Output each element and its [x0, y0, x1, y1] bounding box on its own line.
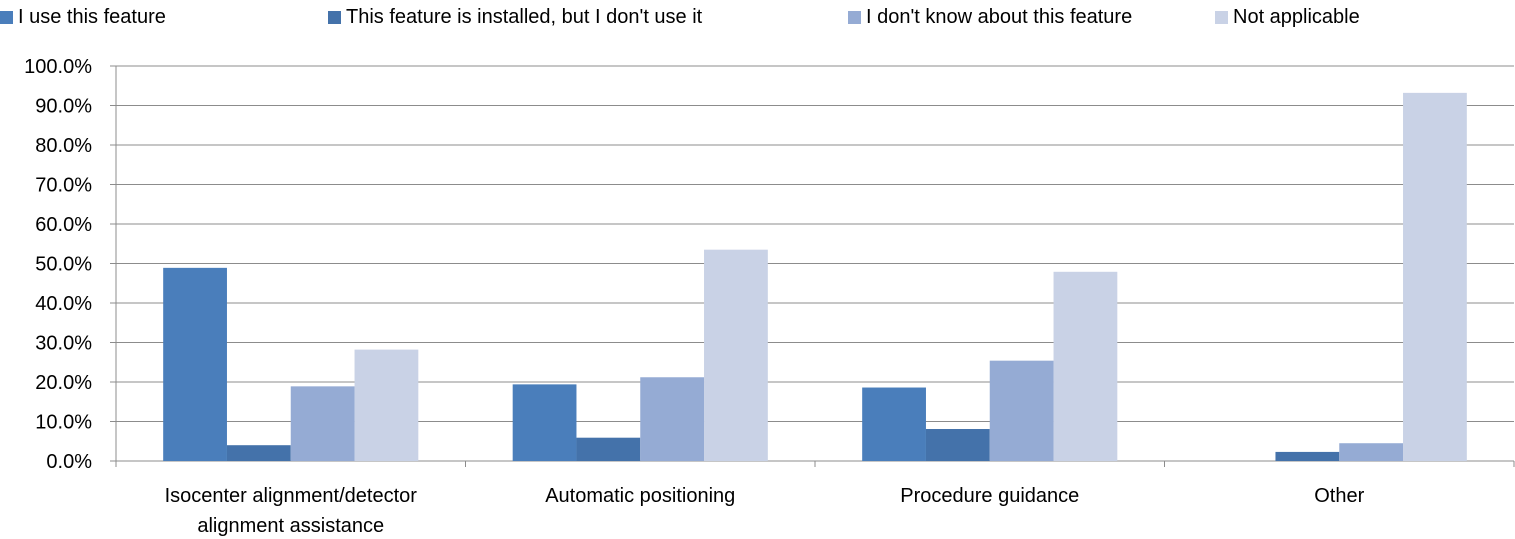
bar — [640, 377, 705, 461]
bar — [226, 445, 291, 461]
y-tick-label: 0.0% — [46, 451, 92, 473]
y-tick-label: 80.0% — [35, 135, 92, 157]
y-tick-label: 50.0% — [35, 254, 92, 276]
legend-swatch — [1215, 11, 1228, 24]
x-category-label: Automatic positioning — [545, 485, 735, 507]
legend-swatch — [848, 11, 861, 24]
x-category-label: Procedure guidance — [900, 485, 1079, 507]
legend-swatch — [328, 11, 341, 24]
bar — [1275, 451, 1340, 461]
bar — [290, 386, 355, 461]
legend-label: This feature is installed, but I don't u… — [346, 6, 703, 28]
y-tick-label: 70.0% — [35, 175, 92, 197]
x-category-label: Isocenter alignment/detector alignment as… — [165, 485, 418, 537]
y-tick-label: 40.0% — [35, 293, 92, 315]
bar — [354, 349, 419, 461]
bar — [576, 437, 641, 461]
y-tick-label: 90.0% — [35, 96, 92, 118]
bar — [925, 429, 990, 461]
legend-label: I use this feature — [18, 6, 166, 28]
y-tick-label: 60.0% — [35, 214, 92, 236]
bar — [1403, 92, 1467, 462]
y-tick-label: 20.0% — [35, 372, 92, 394]
bar — [512, 384, 577, 461]
legend-item: This feature is installed, but I don't u… — [328, 6, 702, 29]
legend-swatch — [0, 11, 13, 24]
bar — [163, 267, 227, 461]
bar — [1339, 443, 1404, 461]
legend-label: I don't know about this feature — [866, 6, 1133, 28]
legend-item: I use this feature — [0, 6, 166, 29]
bar — [704, 249, 768, 461]
bar — [989, 360, 1054, 461]
y-tick-label: 100.0% — [24, 56, 92, 78]
bar — [862, 387, 926, 461]
legend-label: Not applicable — [1233, 6, 1360, 28]
legend-item: I don't know about this feature — [848, 6, 1132, 29]
y-tick-label: 10.0% — [35, 412, 92, 434]
y-tick-label: 30.0% — [35, 333, 92, 355]
chart-legend: I use this feature This feature is instal… — [0, 6, 1515, 34]
x-category-label: Other — [1314, 485, 1364, 507]
legend-item: Not applicable — [1215, 6, 1360, 29]
bar — [1053, 271, 1118, 461]
